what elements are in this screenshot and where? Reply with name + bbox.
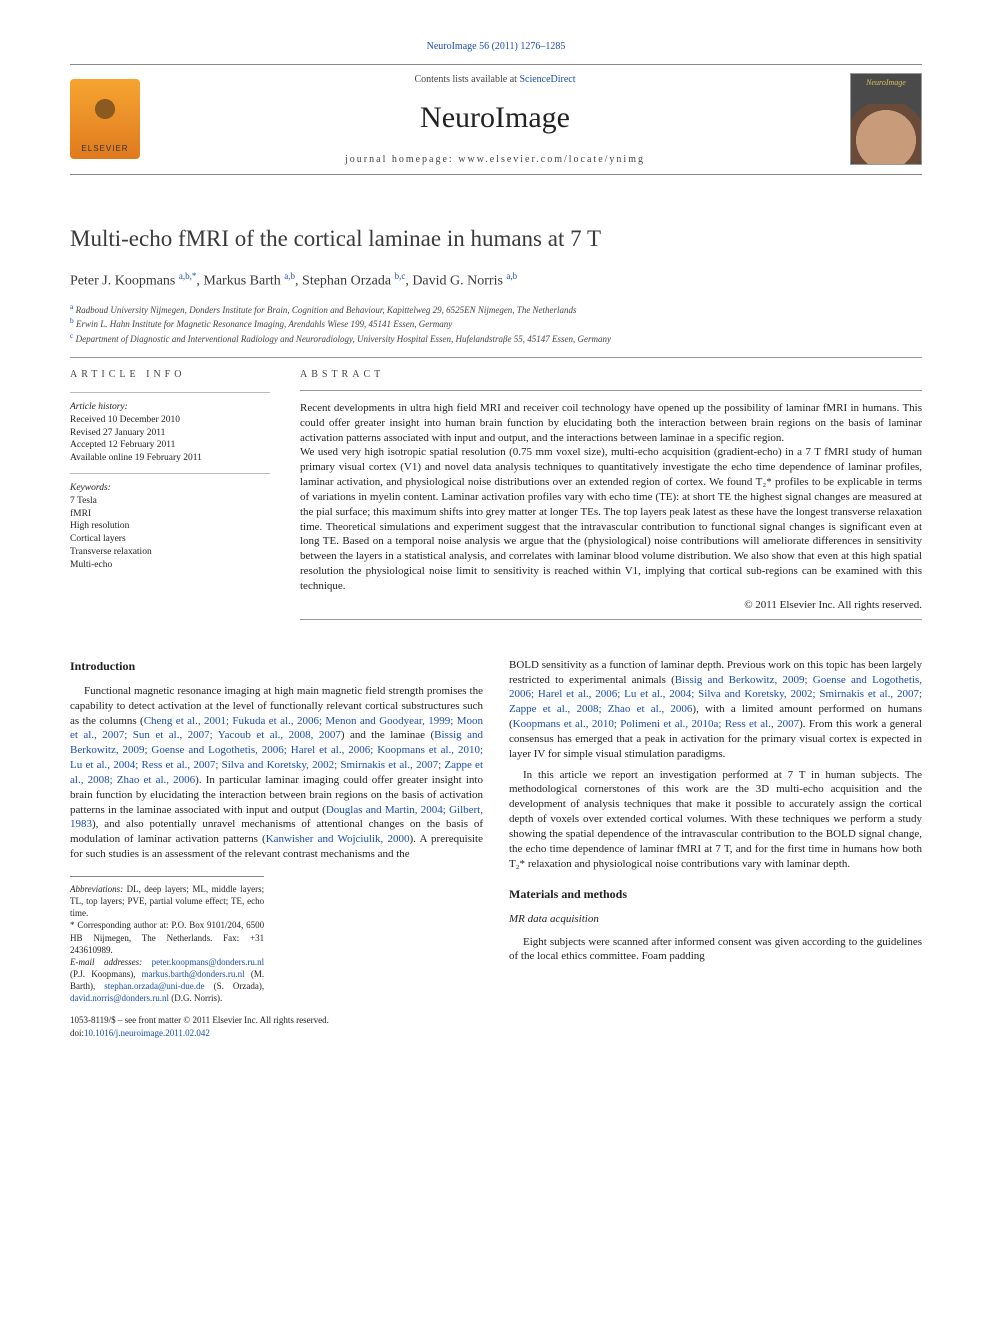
intro-p1-b: ) and the laminae ( bbox=[341, 729, 434, 741]
abstract-end-divider bbox=[300, 619, 922, 620]
divider bbox=[70, 357, 922, 358]
doi-label: doi: bbox=[70, 1028, 84, 1038]
history-label: Article history: bbox=[70, 401, 270, 414]
email-name: (D.G. Norris). bbox=[169, 993, 222, 1003]
elsevier-logo: ELSEVIER bbox=[70, 79, 140, 159]
affiliation-b-text: Erwin L. Hahn Institute for Magnetic Res… bbox=[76, 319, 452, 329]
article-title: Multi-echo fMRI of the cortical laminae … bbox=[70, 223, 922, 254]
intro-p2-a: In this article we report an investigati… bbox=[509, 769, 922, 855]
article-info-heading: ARTICLE INFO bbox=[70, 368, 270, 382]
abstract-para-2: We used very high isotropic spatial reso… bbox=[300, 445, 922, 593]
email-name: (P.J. Koopmans), bbox=[70, 969, 142, 979]
header-center: Contents lists available at ScienceDirec… bbox=[140, 73, 850, 167]
citation[interactable]: Kanwisher and Wojciulik, 2000 bbox=[266, 833, 410, 845]
front-matter-line: 1053-8119/$ – see front matter © 2011 El… bbox=[70, 1014, 483, 1026]
abstract-heading: ABSTRACT bbox=[300, 368, 922, 382]
email-link[interactable]: peter.koopmans@donders.ru.nl bbox=[152, 957, 265, 967]
author-1-affil: a,b, bbox=[179, 271, 192, 281]
author-4: , David G. Norris bbox=[405, 274, 506, 289]
author-4-affil: a,b bbox=[506, 271, 517, 281]
doi-link[interactable]: 10.1016/j.neuroimage.2011.02.042 bbox=[84, 1028, 210, 1038]
affiliation-c-text: Department of Diagnostic and Interventio… bbox=[76, 334, 611, 344]
journal-reference: NeuroImage 56 (2011) 1276–1285 bbox=[70, 40, 922, 54]
sciencedirect-link[interactable]: ScienceDirect bbox=[519, 74, 575, 85]
email-label: E-mail addresses: bbox=[70, 957, 152, 967]
info-abstract-row: ARTICLE INFO Article history: Received 1… bbox=[70, 368, 922, 629]
copyright-line: © 2011 Elsevier Inc. All rights reserved… bbox=[300, 598, 922, 613]
history-online: Available online 19 February 2011 bbox=[70, 452, 270, 465]
intro-p2: In this article we report an investigati… bbox=[509, 768, 922, 872]
homepage-line: journal homepage: www.elsevier.com/locat… bbox=[140, 153, 850, 167]
doi-block: 1053-8119/$ – see front matter © 2011 El… bbox=[70, 1014, 483, 1038]
author-2-affil: a,b bbox=[284, 271, 295, 281]
affiliations: a Radboud University Nijmegen, Donders I… bbox=[70, 302, 922, 346]
history-received: Received 10 December 2010 bbox=[70, 414, 270, 427]
emails-footnote: E-mail addresses: peter.koopmans@donders… bbox=[70, 956, 264, 1005]
keyword: Transverse relaxation bbox=[70, 546, 270, 559]
keyword: Cortical layers bbox=[70, 533, 270, 546]
email-link[interactable]: stephan.orzada@uni-due.de bbox=[104, 981, 204, 991]
history-accepted: Accepted 12 February 2011 bbox=[70, 439, 270, 452]
introduction-heading: Introduction bbox=[70, 658, 483, 674]
author-1: Peter J. Koopmans bbox=[70, 274, 179, 289]
affiliation-b: b Erwin L. Hahn Institute for Magnetic R… bbox=[70, 316, 922, 331]
corresp-text-a: Corresponding author at: bbox=[77, 920, 171, 930]
info-divider bbox=[70, 392, 270, 393]
abstract-col: ABSTRACT Recent developments in ultra hi… bbox=[300, 368, 922, 629]
abstract-divider bbox=[300, 390, 922, 391]
email-name: (S. Orzada), bbox=[205, 981, 265, 991]
homepage-prefix: journal homepage: bbox=[345, 154, 458, 165]
cover-label: NeuroImage bbox=[851, 78, 921, 89]
authors-line: Peter J. Koopmans a,b,*, Markus Barth a,… bbox=[70, 270, 922, 292]
journal-title: NeuroImage bbox=[140, 98, 850, 139]
email-link[interactable]: markus.barth@donders.ru.nl bbox=[142, 969, 245, 979]
abbrev-label: Abbreviations: bbox=[70, 884, 123, 894]
footnotes: Abbreviations: DL, deep layers; ML, midd… bbox=[70, 876, 264, 1004]
abbrev-footnote: Abbreviations: DL, deep layers; ML, midd… bbox=[70, 883, 264, 919]
author-3: , Stephan Orzada bbox=[295, 274, 395, 289]
contents-line: Contents lists available at ScienceDirec… bbox=[140, 73, 850, 87]
history-revised: Revised 27 January 2011 bbox=[70, 427, 270, 440]
intro-p2-b: relaxation and physiological noise contr… bbox=[525, 858, 850, 870]
intro-p1: Functional magnetic resonance imaging at… bbox=[70, 684, 483, 862]
affiliation-a-text: Radboud University Nijmegen, Donders Ins… bbox=[76, 305, 577, 315]
journal-cover-thumbnail: NeuroImage bbox=[850, 73, 922, 165]
email-link[interactable]: david.norris@donders.ru.nl bbox=[70, 993, 169, 1003]
intro-p1-continued: BOLD sensitivity as a function of lamina… bbox=[509, 658, 922, 762]
keywords-label: Keywords: bbox=[70, 482, 270, 495]
affiliation-a: a Radboud University Nijmegen, Donders I… bbox=[70, 302, 922, 317]
keyword: fMRI bbox=[70, 508, 270, 521]
abstract-para-1: Recent developments in ultra high field … bbox=[300, 401, 922, 446]
doi-line: doi:10.1016/j.neuroimage.2011.02.042 bbox=[70, 1027, 483, 1039]
journal-header-band: ELSEVIER Contents lists available at Sci… bbox=[70, 64, 922, 176]
article-info-col: ARTICLE INFO Article history: Received 1… bbox=[70, 368, 270, 629]
elsevier-tree-icon bbox=[85, 94, 125, 144]
methods-subheading: MR data acquisition bbox=[509, 912, 922, 927]
info-divider bbox=[70, 473, 270, 474]
author-3-affil: b,c bbox=[395, 271, 406, 281]
keyword: 7 Tesla bbox=[70, 495, 270, 508]
t2star-symbol: T₂* bbox=[509, 858, 525, 870]
affiliation-c: c Department of Diagnostic and Intervent… bbox=[70, 331, 922, 346]
homepage-url[interactable]: www.elsevier.com/locate/ynimg bbox=[458, 154, 645, 165]
cover-brain-icon bbox=[851, 104, 921, 164]
corresp-footnote: * Corresponding author at: P.O. Box 9101… bbox=[70, 919, 264, 955]
methods-p1: Eight subjects were scanned after inform… bbox=[509, 935, 922, 965]
elsevier-label: ELSEVIER bbox=[81, 144, 128, 155]
body-two-column: Introduction Functional magnetic resonan… bbox=[70, 658, 922, 1039]
keyword: High resolution bbox=[70, 520, 270, 533]
abstract-p2-b: profiles to be explicable in terms of va… bbox=[300, 476, 922, 592]
citation[interactable]: Koopmans et al., 2010; Polimeni et al., … bbox=[513, 718, 799, 730]
methods-heading: Materials and methods bbox=[509, 886, 922, 902]
author-2: , Markus Barth bbox=[196, 274, 284, 289]
contents-prefix: Contents lists available at bbox=[414, 74, 519, 85]
keyword: Multi-echo bbox=[70, 559, 270, 572]
t2star-symbol: T₂* bbox=[756, 476, 772, 488]
